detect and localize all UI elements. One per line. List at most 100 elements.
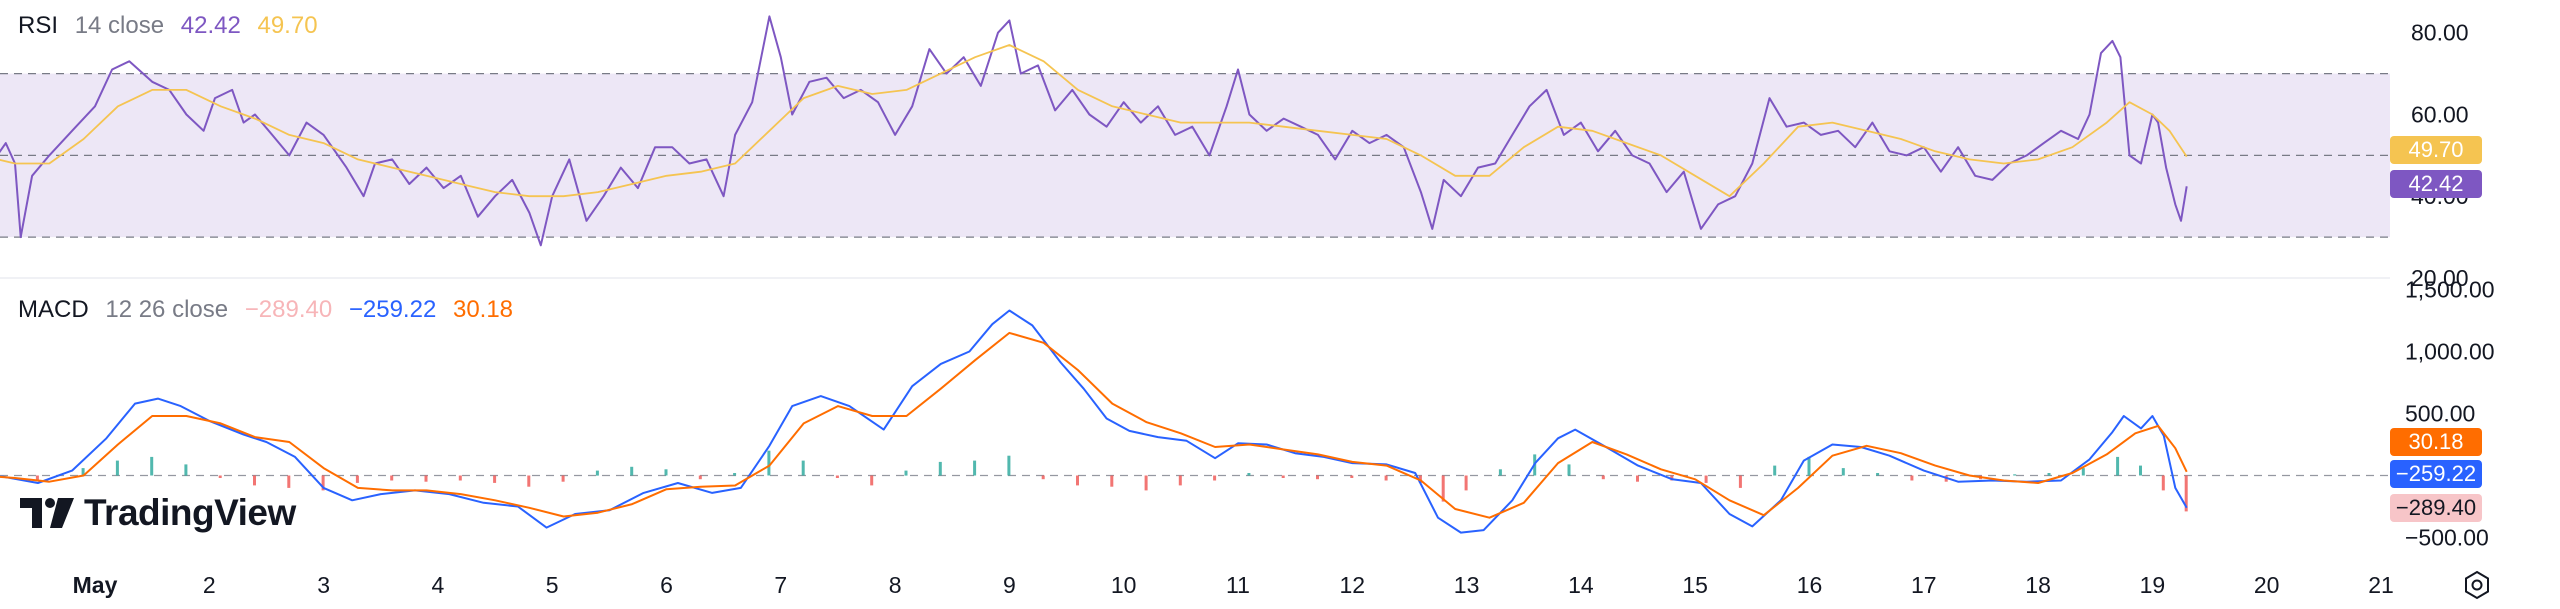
macd-histogram-bar [1841,468,1845,476]
macd-axis-tick-label: 500.00 [2405,401,2475,427]
macd-histogram-bar [1464,475,1468,491]
macd-histogram-bar [287,475,291,488]
macd-histogram-bar [1910,475,1914,481]
macd-legend[interactable]: MACD 12 26 close −289.40 −259.22 30.18 [18,296,523,324]
time-axis-tick-label: 8 [889,572,902,598]
macd-histogram-bar [1567,464,1571,476]
rsi-ma-value: 49.70 [257,12,318,39]
rsi-ma-price-tag: 49.70 [2390,136,2482,164]
macd-axis-tick-label: 1,000.00 [2405,338,2495,364]
rsi-panel [0,15,2390,247]
macd-histogram-bar [2013,474,2017,476]
time-axis-tick-label: 15 [1682,572,1708,598]
time-axis-tick-label: 2 [203,572,216,598]
macd-histogram-bar [801,460,805,476]
macd-histogram-bar [2047,473,2051,476]
macd-histogram-bar [390,475,394,481]
macd-line-value: −259.22 [348,296,437,323]
macd-indicator-name: MACD [18,296,89,323]
macd-histogram-value: −289.40 [244,296,333,323]
macd-histogram-bar [527,475,531,487]
macd-histogram-bar [733,473,737,476]
macd-histogram-bar [81,468,85,476]
time-axis-tick-label: 3 [317,572,330,598]
macd-histogram-bar [115,460,119,476]
macd-histogram-bar [35,475,39,481]
macd-histogram-price-tag: −289.40 [2390,494,2482,522]
macd-histogram-bar [1041,475,1045,480]
macd-signal-line [0,331,2188,519]
rsi-axis-tick-label: 80.00 [2411,20,2469,46]
macd-histogram-bar [218,475,222,478]
macd-histogram-bar [938,461,942,476]
macd-histogram-bar [630,466,634,476]
macd-histogram-bar [870,475,874,486]
macd-indicator-params: 12 26 close [105,296,229,323]
macd-line-price-tag: −259.22 [2390,460,2482,488]
macd-histogram-bar [835,475,839,478]
macd-histogram-bar [1110,475,1114,487]
macd-histogram-bar [1178,475,1182,486]
macd-histogram-bar [1076,475,1079,486]
rsi-ma-line [0,44,2188,198]
macd-histogram-bar [1670,475,1674,481]
time-axis-tick-label: 7 [774,572,787,598]
time-axis-tick-label: 16 [1797,572,1823,598]
macd-histogram-bar [150,456,154,476]
macd-histogram-bar [904,470,908,476]
macd-histogram-bar [664,469,668,476]
time-axis-tick-label: 9 [1003,572,1016,598]
tradingview-logo-icon [20,498,74,528]
time-axis-tick-label: 21 [2368,572,2394,598]
macd-histogram-bar [1738,475,1742,488]
macd-histogram-bar [1876,473,1880,476]
macd-histogram-bar [1350,475,1354,478]
rsi-line [0,15,2188,247]
macd-histogram-bar [1807,456,1811,476]
rsi-indicator-name: RSI [18,12,59,39]
rsi-value: 42.42 [180,12,241,39]
macd-histogram-bar [1704,475,1708,483]
tradingview-logo[interactable]: TradingView [20,492,296,534]
macd-histogram-bar [698,475,702,480]
time-axis-tick-label: 5 [546,572,559,598]
time-axis-tick-label: 14 [1568,572,1594,598]
settings-gear-icon[interactable] [2462,570,2492,600]
time-axis: May 2 3 4 5 6 7 8 9 10 11 12 13 14 15 16 17 18 19 20 21 [73,572,2394,598]
rsi-price-tag: 42.42 [2390,170,2482,198]
macd-histogram-bar [2081,468,2085,476]
rsi-legend[interactable]: RSI 14 close 42.42 49.70 [18,12,328,40]
macd-histogram-bar [1601,475,1605,480]
time-axis-tick-label: 19 [2140,572,2166,598]
time-axis-tick-label: 10 [1111,572,1137,598]
macd-histogram-bar [1213,475,1217,481]
macd-histogram-bar [973,460,977,476]
macd-histogram-bar [2116,456,2120,476]
macd-histogram-bar [1247,473,1251,476]
macd-histogram-bar [321,475,325,491]
macd-histogram-bar [1144,475,1148,491]
logo-text: TradingView [84,492,296,533]
macd-histogram-bar [1773,465,1777,476]
macd-histogram-bar [1498,469,1502,476]
macd-histogram-bar [458,475,462,481]
time-axis-tick-label: May [73,572,118,598]
macd-histogram-bar [1636,475,1639,482]
time-axis-tick-label: 18 [2025,572,2051,598]
macd-histogram-bar [767,450,771,476]
macd-axis-tick-label: 1,500.00 [2405,276,2495,302]
macd-histogram-bar [561,475,565,482]
macd-histogram-bar [493,475,497,483]
macd-histogram-bar [1441,475,1445,502]
macd-histogram-bar [1281,475,1285,478]
time-axis-tick-label: 4 [432,572,445,598]
macd-histogram-bar [595,470,599,476]
macd-histogram-bar [355,475,359,483]
macd-signal-price-tag: 30.18 [2390,428,2482,456]
macd-histogram-bar [1316,475,1319,480]
macd-histogram-bar [424,475,428,482]
rsi-axis-tick-label: 60.00 [2411,101,2469,127]
time-axis-tick-label: 12 [1340,572,1366,598]
macd-histogram-bar [2184,475,2188,512]
